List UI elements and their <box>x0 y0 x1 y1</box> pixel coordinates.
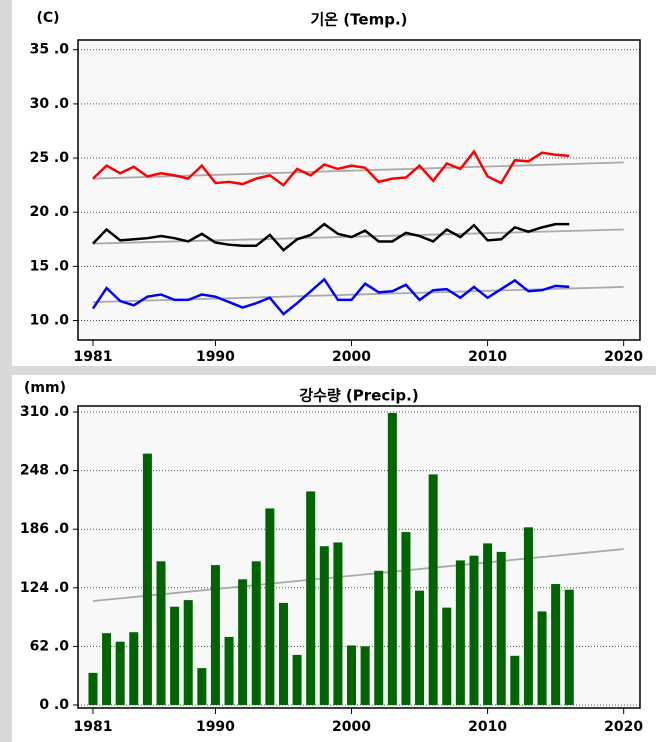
y-tick-label: 310 .0 <box>20 404 69 420</box>
y-tick-label: 20 .0 <box>30 204 70 220</box>
temp-line <box>91 277 570 316</box>
x-tick-label: 1981 <box>73 349 112 365</box>
x-tick-label: 1990 <box>196 349 235 365</box>
y-tick-label: 0 .0 <box>39 697 69 713</box>
x-tick-label: 2020 <box>604 349 643 365</box>
bar <box>564 589 574 705</box>
bar <box>183 600 193 705</box>
bar <box>292 654 302 705</box>
bar <box>537 611 547 705</box>
bar <box>428 474 438 705</box>
y-tick-label: 62 .0 <box>30 638 70 654</box>
bar <box>469 555 479 705</box>
y-tick-label: 25 .0 <box>30 150 70 166</box>
bar <box>360 646 370 705</box>
y-tick-label: 15 .0 <box>30 258 70 274</box>
bar <box>170 606 180 705</box>
x-tick-label: 2010 <box>468 349 507 365</box>
bar <box>251 561 261 705</box>
bar <box>551 584 561 705</box>
x-tick-label: 1990 <box>196 719 235 735</box>
bar <box>197 668 207 705</box>
temp-line <box>92 149 570 187</box>
chart-title: 강수량 (Precip.) <box>299 387 418 405</box>
bar <box>415 590 425 705</box>
bar <box>442 607 452 705</box>
bar <box>510 655 520 705</box>
bar <box>496 551 506 705</box>
chart-title: 기온 (Temp.) <box>310 11 407 29</box>
bar <box>455 560 465 705</box>
bar <box>374 570 384 705</box>
unit-label: (mm) <box>24 380 66 396</box>
plot-frame <box>77 39 641 341</box>
bar <box>306 491 316 705</box>
trend-line <box>92 548 624 602</box>
bar <box>278 602 288 705</box>
unit-label: (C) <box>36 10 59 26</box>
bar <box>238 579 248 705</box>
bar <box>156 561 166 705</box>
trend-line <box>92 228 624 245</box>
bar <box>483 543 493 705</box>
bar <box>224 636 234 705</box>
x-tick-label: 2010 <box>468 719 507 735</box>
bar <box>265 508 275 705</box>
bar <box>319 546 329 705</box>
bar <box>142 453 152 705</box>
bar <box>129 632 139 705</box>
bar <box>88 672 98 705</box>
bar <box>523 527 533 705</box>
x-tick-label: 2000 <box>332 349 371 365</box>
plot-frame <box>77 405 641 709</box>
temp-line <box>92 222 570 252</box>
bar <box>387 412 397 705</box>
y-tick-label: 186 .0 <box>20 521 69 537</box>
x-tick-label: 1981 <box>73 719 112 735</box>
bar <box>210 565 220 705</box>
y-tick-label: 30 .0 <box>30 96 70 112</box>
x-tick-label: 2000 <box>332 719 371 735</box>
bar <box>347 645 357 705</box>
bar <box>115 641 125 705</box>
bar <box>401 532 411 705</box>
y-tick-label: 124 .0 <box>20 580 69 596</box>
bar <box>102 633 112 705</box>
y-tick-label: 10 .0 <box>30 313 70 329</box>
x-tick-label: 2020 <box>604 719 643 735</box>
y-tick-label: 248 .0 <box>20 463 69 479</box>
bar <box>333 542 343 705</box>
y-tick-label: 35 .0 <box>30 42 70 58</box>
